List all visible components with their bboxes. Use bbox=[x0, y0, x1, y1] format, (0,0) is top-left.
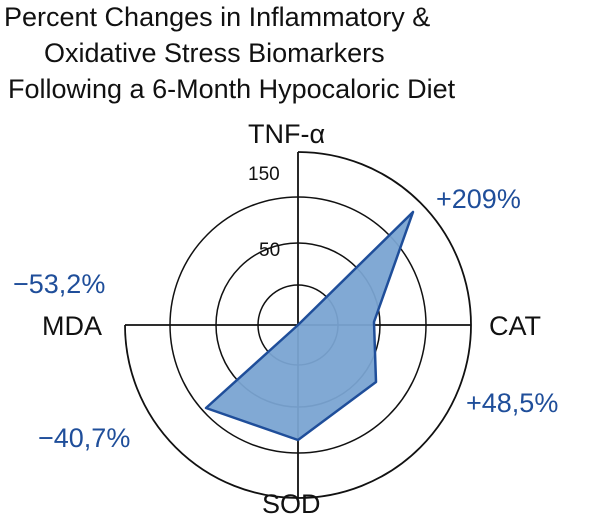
chart-title-line-1: Percent Changes in Inflammatory & bbox=[4, 2, 431, 32]
axis-label-cat: CAT bbox=[489, 311, 541, 341]
chart-title-line-2: Oxidative Stress Biomarkers bbox=[44, 38, 385, 68]
grid-ring-outer bbox=[124, 151, 472, 499]
tick-label-50: 50 bbox=[259, 240, 280, 261]
axis-label-tnf-alpha: TNF-α bbox=[248, 119, 325, 149]
pct-label-cat: +48,5% bbox=[466, 388, 558, 418]
axis-label-mda: MDA bbox=[42, 311, 102, 341]
axis-label-sod: SOD bbox=[262, 489, 321, 519]
pct-label-sod: −40,7% bbox=[38, 423, 130, 453]
pct-label-mda: −53,2% bbox=[13, 269, 105, 299]
data-series-shape bbox=[204, 210, 415, 442]
chart-title-line-3: Following a 6-Month Hypocaloric Diet bbox=[8, 74, 456, 104]
pct-label-tnf-alpha: +209% bbox=[436, 184, 521, 214]
tick-label-150: 150 bbox=[248, 164, 280, 185]
